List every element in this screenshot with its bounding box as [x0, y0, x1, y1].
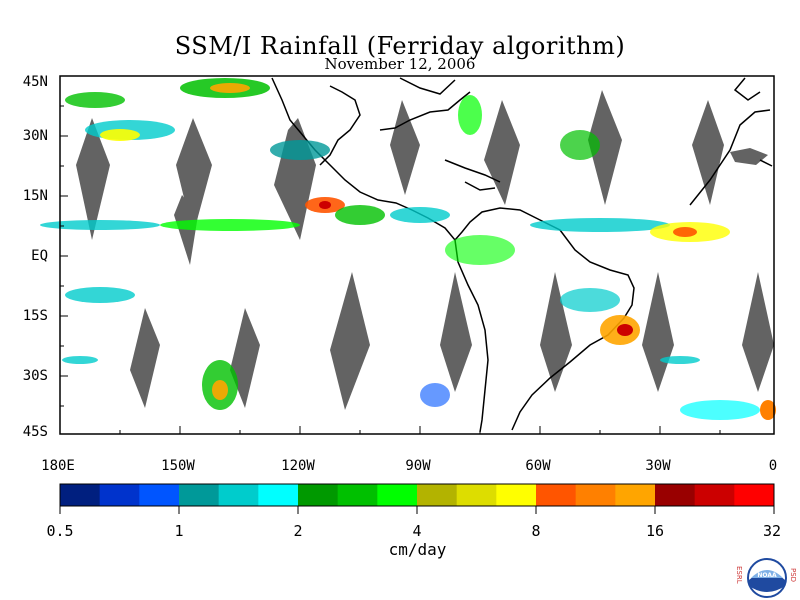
colorbar-swatch — [298, 484, 339, 506]
colorbar-swatch — [615, 484, 656, 506]
colorbar-swatch — [536, 484, 577, 506]
lat-label-45s: 45S — [22, 424, 48, 440]
colorbar-swatch — [258, 484, 299, 506]
colorbar-tick-32: 32 — [762, 522, 782, 540]
lat-label-15n: 15N — [22, 188, 48, 204]
colorbar-tick-2: 2 — [293, 522, 303, 540]
colorbar-swatch — [694, 484, 735, 506]
colorbar-tick-1: 1 — [174, 522, 184, 540]
colorbar-swatch — [377, 484, 418, 506]
lat-label-15s: 15S — [22, 308, 48, 324]
colorbar-swatch — [60, 484, 101, 506]
lon-label-60w: 60W — [525, 458, 551, 474]
colorbar-swatch — [496, 484, 537, 506]
map-title: SSM/I Rainfall (Ferriday algorithm) — [174, 32, 626, 60]
lat-label-30n: 30N — [22, 128, 48, 144]
rainfall-patches — [40, 78, 776, 420]
colorbar-swatch — [575, 484, 616, 506]
colorbar-ticks — [59, 506, 775, 514]
colorbar-swatch — [179, 484, 220, 506]
colorbar-tick-16: 16 — [645, 522, 665, 540]
map-frame — [59, 75, 775, 435]
lon-label-120w: 120W — [281, 458, 315, 474]
lon-label-180e: 180E — [41, 458, 75, 474]
logo-left-letters: ESRL — [735, 566, 743, 584]
lat-label-45n: 45N — [22, 74, 48, 90]
lat-label-30s: 30S — [22, 368, 48, 384]
colorbar-swatch — [99, 484, 140, 506]
colorbar-swatch — [337, 484, 378, 506]
coastlines — [271, 77, 773, 433]
map-date: November 12, 2006 — [324, 55, 476, 73]
noaa-logo: NOAA ESRL PSD — [735, 558, 797, 598]
colorbar-swatch — [734, 484, 775, 506]
colorbar-unit: cm/day — [388, 540, 447, 559]
logo-text: NOAA — [757, 572, 777, 579]
colorbar-swatch — [456, 484, 497, 506]
lon-label-30w: 30W — [645, 458, 671, 474]
colorbar-swatch — [218, 484, 259, 506]
lat-label-eq: EQ — [31, 248, 48, 264]
colorbar-swatch — [655, 484, 696, 506]
colorbar-swatch — [417, 484, 458, 506]
colorbar-tick-4: 4 — [412, 522, 422, 540]
lon-label-90w: 90W — [405, 458, 431, 474]
tick-marks — [60, 105, 721, 434]
logo-right-letters: PSD — [789, 568, 797, 582]
colorbar-swatch — [139, 484, 180, 506]
colorbar-tick-0-5: 0.5 — [46, 522, 74, 540]
colorbar-tick-8: 8 — [531, 522, 541, 540]
lon-label-150w: 150W — [161, 458, 195, 474]
lon-label-0: 0 — [768, 458, 778, 474]
colorbar — [60, 484, 775, 506]
